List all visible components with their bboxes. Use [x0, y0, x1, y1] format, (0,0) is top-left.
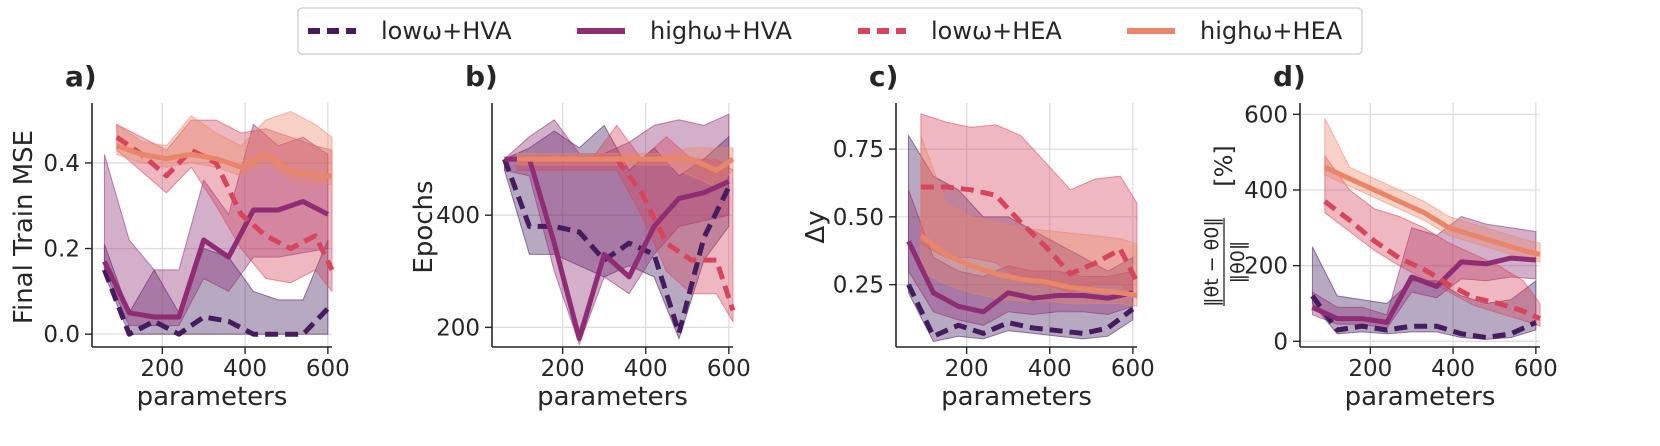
- y-axis-label: ‖θt − θ0‖ ‖θ0‖ [%]: [1201, 145, 1249, 307]
- x-tick-label: 400: [223, 356, 267, 382]
- y-tick-label: 400: [436, 203, 480, 229]
- panel-letter: d): [1273, 60, 1306, 93]
- y-label-numerator: ‖θt − θ0‖: [1201, 217, 1223, 307]
- band-high_hea: [116, 111, 333, 185]
- x-tick-label: 600: [707, 356, 751, 382]
- band-low_hea: [1324, 154, 1541, 327]
- line-low_hva: [102, 269, 330, 337]
- band-low_hva: [504, 124, 730, 341]
- x-tick-label: 200: [140, 356, 184, 382]
- x-tick-label: 400: [624, 356, 668, 382]
- x-tick-label: 200: [945, 356, 989, 382]
- plot-area: [906, 113, 1140, 343]
- y-tick-label: 0.75: [833, 137, 884, 163]
- line-high_hea: [115, 143, 332, 179]
- line-low_hva: [1310, 294, 1537, 340]
- line-low_hea: [1323, 199, 1542, 321]
- line-low_hea: [920, 184, 1140, 284]
- band-low_hea: [516, 124, 734, 324]
- y-axis-label: Δy: [801, 210, 831, 243]
- legend-label-low-hva: lowω+HVA: [381, 17, 512, 45]
- y-tick-label: 400: [1244, 178, 1288, 204]
- y-tick-label: 200: [436, 315, 480, 341]
- y-tick-label: 0.2: [43, 237, 80, 263]
- line-low_hva: [906, 283, 1135, 339]
- line-low_hva: [502, 158, 732, 336]
- y-label-unit: [%]: [1210, 145, 1238, 187]
- y-tick-label: 0: [1273, 329, 1288, 355]
- line-high_hea: [919, 233, 1138, 298]
- y-label-denominator: ‖θ0‖: [1227, 241, 1249, 284]
- y-tick-label: 0.25: [833, 273, 884, 299]
- line-high_hva: [1311, 255, 1537, 325]
- y-axis-label: Epochs: [409, 180, 439, 273]
- plot-area: [1310, 117, 1542, 340]
- panel-a: 200 400 600 0.0 0.2 0.4 parameters a) Final Trai…: [9, 60, 350, 412]
- x-tick-label: 200: [541, 356, 585, 382]
- y-tick-label: 0.50: [833, 205, 884, 231]
- band-low_hva: [1311, 246, 1537, 340]
- line-high_hea: [1323, 165, 1541, 257]
- line-high_hva: [102, 199, 330, 320]
- band-high_hea: [920, 135, 1138, 307]
- x-tick-label: 600: [1514, 356, 1558, 382]
- legend-label-high-hva: highω+HVA: [650, 17, 792, 45]
- y-axis-label: Final Train MSE: [9, 130, 39, 324]
- panel-letter: a): [65, 60, 97, 93]
- plot-area: [102, 111, 335, 337]
- panel-letter: c): [869, 60, 898, 93]
- panel-d: 200 400 600 0 200 400 600 parameters d) ‖θt − θ0‖…: [1201, 60, 1558, 412]
- x-tick-label: 600: [1111, 356, 1155, 382]
- legend: lowω+HVA highω+HVA lowω+HEA highω+HEA: [297, 7, 1363, 55]
- y-tick-label: 0.4: [43, 151, 80, 177]
- x-axis-label: parameters: [1345, 382, 1496, 412]
- line-high_hva: [906, 240, 1134, 315]
- panel-letter: b): [465, 60, 498, 93]
- x-tick-label: 600: [306, 356, 350, 382]
- legend-label-low-hea: lowω+HEA: [931, 17, 1062, 45]
- line-high_hva: [504, 156, 730, 342]
- x-axis-label: parameters: [941, 382, 1092, 412]
- panel-c: 200 400 600 0.25 0.50 0.75 parameters c) Δy: [801, 60, 1155, 412]
- line-low_hea: [115, 135, 335, 271]
- line-low_hea: [516, 156, 736, 312]
- line-high_hea: [516, 156, 735, 173]
- x-tick-label: 400: [1431, 356, 1475, 382]
- y-tick-label: 200: [1244, 254, 1288, 280]
- y-tick-label: 0.0: [43, 322, 80, 348]
- legend-label-high-hea: highω+HEA: [1200, 17, 1343, 45]
- plot-area: [502, 113, 736, 346]
- legend-frame: [297, 7, 1363, 55]
- y-tick-label: 600: [1244, 102, 1288, 128]
- x-axis-label: parameters: [537, 382, 688, 412]
- plots: 200 400 600 0.0 0.2 0.4 parameters a) Final Trai…: [9, 60, 1558, 412]
- x-tick-label: 200: [1348, 356, 1392, 382]
- x-tick-label: 400: [1028, 356, 1072, 382]
- x-axis-label: parameters: [137, 382, 288, 412]
